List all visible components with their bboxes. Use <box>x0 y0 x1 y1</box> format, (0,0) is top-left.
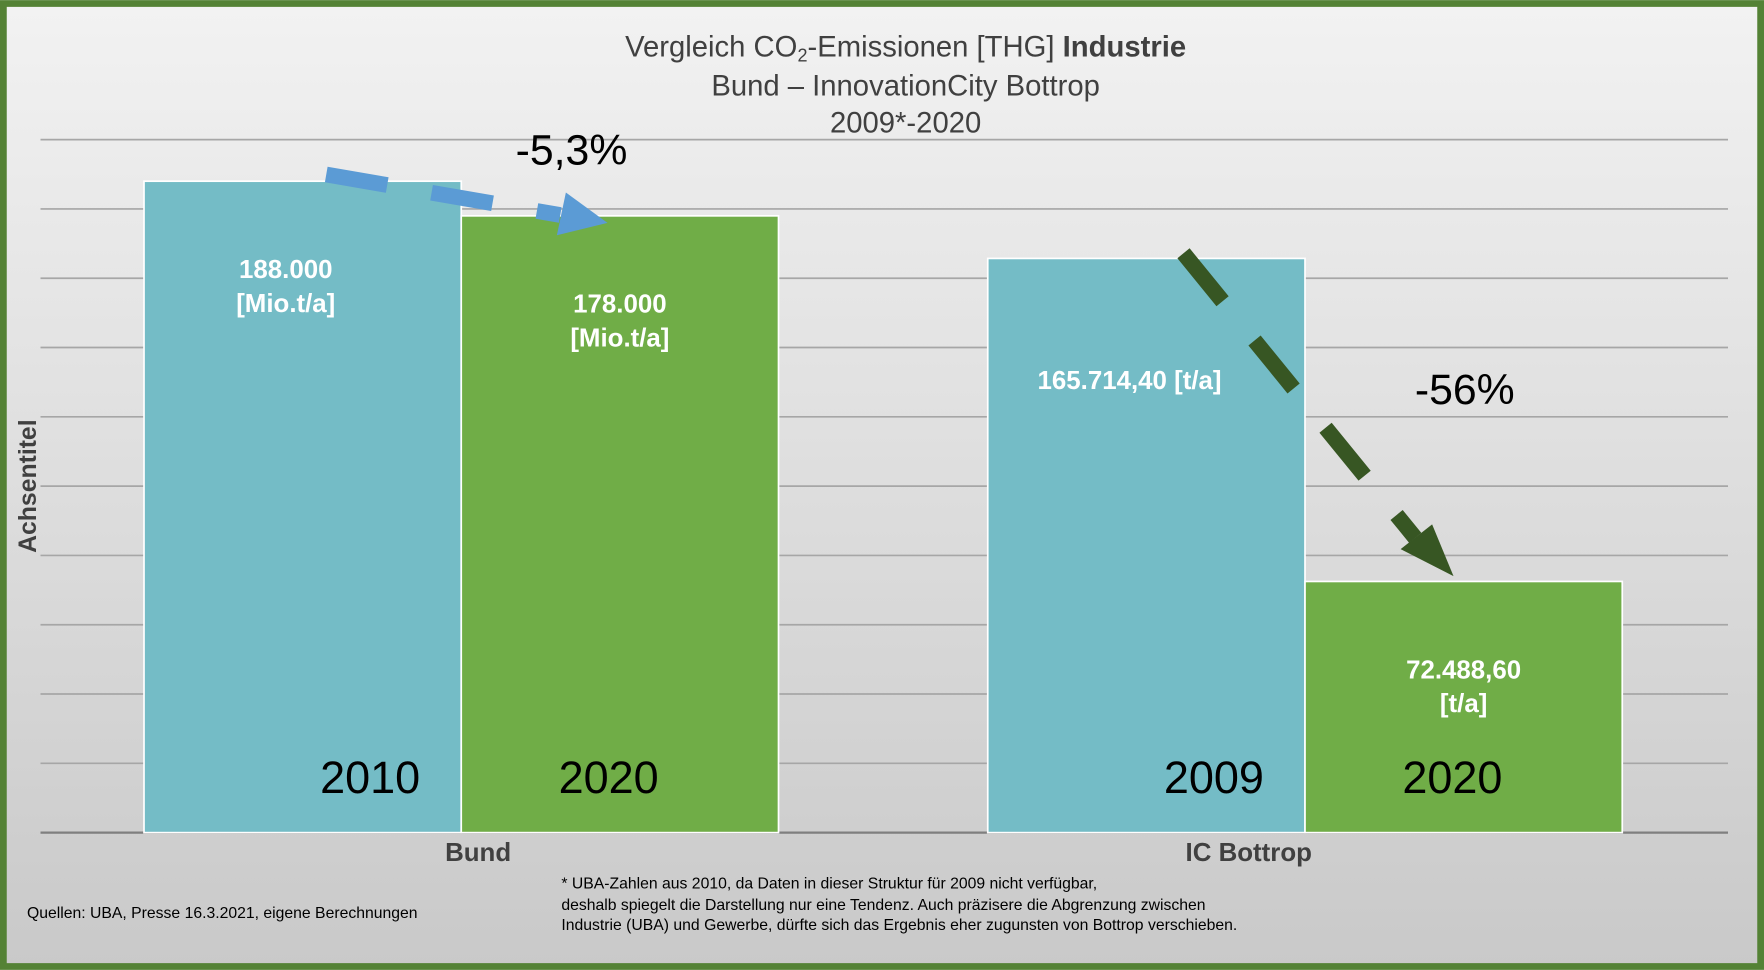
annotation: -5,3% <box>516 126 628 174</box>
bar <box>1304 580 1624 834</box>
footnote: * UBA-Zahlen aus 2010, da Daten in diese… <box>561 876 1097 893</box>
arrow-head <box>1400 524 1454 577</box>
subtitle: 2009*-2020 <box>830 108 981 140</box>
title-subscript: 2 <box>797 45 807 65</box>
value-label: 188.000 <box>239 256 332 284</box>
bar-year-label: 2009 <box>1164 752 1264 803</box>
title-bold: Industrie <box>1063 31 1187 63</box>
arrow-bottrop <box>1177 248 1454 577</box>
footnote: Industrie (UBA) und Gewerbe, dürfte sich… <box>561 917 1237 934</box>
arrow-bund <box>324 166 608 236</box>
subtitle: Bund – InnovationCity Bottrop <box>711 71 1100 103</box>
annotation: -56% <box>1415 366 1515 414</box>
bar <box>143 180 463 834</box>
source-note: Quellen: UBA, Presse 16.3.2021, eigene B… <box>27 905 418 922</box>
value-label: [Mio.t/a] <box>236 290 335 318</box>
arrow-line <box>324 166 562 223</box>
bars: Bund 188.000 [Mio.t/a] 2010 178.000 [Mio.t/a]… <box>143 180 1624 867</box>
bar-year-label: 2010 <box>320 752 420 803</box>
bar-year-label: 2020 <box>559 752 659 803</box>
x-tick-label: Bund <box>445 839 511 867</box>
bar-year-label: 2020 <box>1402 752 1502 803</box>
arrow-head <box>556 192 608 236</box>
bar <box>460 215 780 834</box>
title-part: -Emissionen [THG] <box>807 31 1062 63</box>
value-label: [Mio.t/a] <box>570 324 669 352</box>
x-tick-label: IC Bottrop <box>1186 839 1312 867</box>
value-label: [t/a] <box>1440 690 1487 718</box>
value-label: 72.488,60 <box>1406 656 1521 684</box>
value-label: 165.714,40 [t/a] <box>1037 367 1221 395</box>
bar <box>986 257 1306 834</box>
footnote: deshalb spiegelt die Darstellung nur ein… <box>561 897 1205 914</box>
value-label: 178.000 <box>573 291 666 319</box>
arrow-line <box>1177 248 1422 543</box>
title-part: Vergleich CO <box>625 31 797 63</box>
chart-title: Vergleich CO2-Emissionen [THG] Industrie <box>625 31 1186 65</box>
y-axis-title: Achsentitel <box>15 419 42 552</box>
